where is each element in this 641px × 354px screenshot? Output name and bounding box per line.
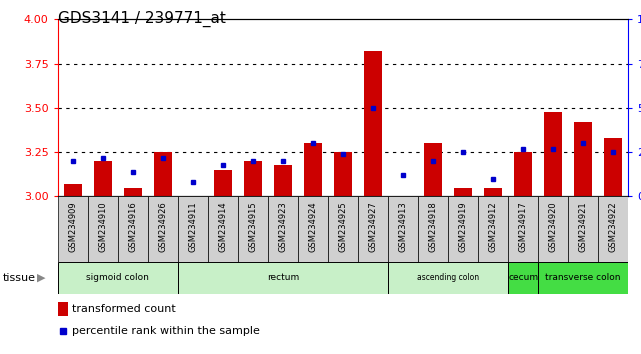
- Bar: [484, 188, 502, 196]
- Text: GSM234909: GSM234909: [68, 202, 77, 252]
- Bar: [574, 122, 592, 196]
- Bar: [178, 196, 208, 262]
- Text: GSM234912: GSM234912: [488, 202, 497, 252]
- Text: GSM234924: GSM234924: [308, 202, 317, 252]
- Bar: [514, 152, 532, 196]
- Bar: [544, 112, 562, 196]
- Text: GSM234914: GSM234914: [219, 202, 228, 252]
- Text: rectum: rectum: [267, 273, 299, 282]
- Text: GSM234913: GSM234913: [399, 202, 408, 252]
- Bar: [334, 152, 352, 196]
- Bar: [328, 196, 358, 262]
- Bar: [538, 196, 568, 262]
- Bar: [118, 196, 148, 262]
- Bar: [208, 196, 238, 262]
- Bar: [454, 188, 472, 196]
- Bar: [298, 196, 328, 262]
- Bar: [508, 196, 538, 262]
- Bar: [598, 196, 628, 262]
- Text: GSM234919: GSM234919: [458, 202, 467, 252]
- Text: GSM234920: GSM234920: [549, 202, 558, 252]
- Text: GSM234911: GSM234911: [188, 202, 197, 252]
- Bar: [154, 152, 172, 196]
- Text: GSM234915: GSM234915: [248, 202, 257, 252]
- Bar: [274, 165, 292, 196]
- Bar: [268, 196, 298, 262]
- Bar: [214, 170, 232, 196]
- Bar: [238, 196, 268, 262]
- Text: GSM234916: GSM234916: [128, 202, 137, 252]
- Bar: [424, 143, 442, 196]
- Bar: [148, 196, 178, 262]
- Text: transverse colon: transverse colon: [545, 273, 621, 282]
- Bar: [244, 161, 262, 196]
- Text: GSM234925: GSM234925: [338, 202, 347, 252]
- Bar: [478, 196, 508, 262]
- Bar: [63, 184, 81, 196]
- Bar: [388, 196, 418, 262]
- Bar: [604, 138, 622, 196]
- Bar: [508, 262, 538, 294]
- Text: transformed count: transformed count: [72, 304, 176, 314]
- Text: GDS3141 / 239771_at: GDS3141 / 239771_at: [58, 11, 226, 27]
- Bar: [124, 188, 142, 196]
- Bar: [568, 196, 598, 262]
- Text: ▶: ▶: [37, 273, 46, 283]
- Text: tissue: tissue: [3, 273, 36, 283]
- Text: GSM234927: GSM234927: [369, 202, 378, 252]
- Text: cecum: cecum: [508, 273, 538, 282]
- Text: GSM234926: GSM234926: [158, 202, 167, 252]
- Text: GSM234910: GSM234910: [98, 202, 107, 252]
- Bar: [364, 51, 382, 196]
- Bar: [538, 262, 628, 294]
- Bar: [418, 196, 448, 262]
- Text: GSM234918: GSM234918: [429, 202, 438, 252]
- Bar: [88, 196, 118, 262]
- Bar: [358, 196, 388, 262]
- Text: GSM234917: GSM234917: [519, 202, 528, 252]
- Bar: [388, 262, 508, 294]
- Bar: [58, 262, 178, 294]
- Bar: [58, 302, 68, 316]
- Text: GSM234922: GSM234922: [609, 202, 618, 252]
- Bar: [304, 143, 322, 196]
- Text: sigmoid colon: sigmoid colon: [87, 273, 149, 282]
- Bar: [58, 196, 88, 262]
- Bar: [94, 161, 112, 196]
- Text: GSM234921: GSM234921: [579, 202, 588, 252]
- Text: ascending colon: ascending colon: [417, 273, 479, 282]
- Bar: [178, 262, 388, 294]
- Text: GSM234923: GSM234923: [278, 202, 287, 252]
- Bar: [448, 196, 478, 262]
- Text: percentile rank within the sample: percentile rank within the sample: [72, 326, 260, 336]
